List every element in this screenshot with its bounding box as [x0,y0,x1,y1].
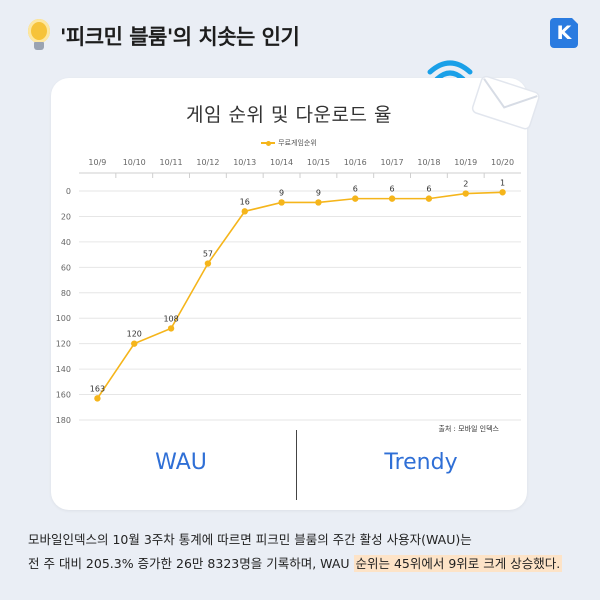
description-text: 전 주 대비 205.3% 증가한 26만 8323명을 기록하며, WAU [28,556,354,571]
data-label: 2 [463,180,468,189]
y-tick-label: 40 [61,238,71,247]
data-point [241,208,248,215]
data-label: 57 [203,250,213,259]
description-line-2: 전 주 대비 205.3% 증가한 26만 8323명을 기록하며, WAU 순… [28,552,588,576]
data-label: 6 [426,185,431,194]
x-tick-label: 10/12 [196,158,219,167]
y-tick-label: 160 [56,391,71,400]
divider [296,430,297,500]
data-label: 120 [127,330,142,339]
chart-card: 게임 순위 및 다운로드 율 무료게임순위 0 20 40 60 80 100 120 140… [51,78,527,510]
lightbulb-icon [28,19,50,53]
chart-title: 게임 순위 및 다운로드 율 [186,104,392,126]
line-chart: 0 20 40 60 80 100 120 140 160 180 10/9 10/10 10/11 10… [56,158,521,425]
x-tick-label: 10/15 [307,158,330,167]
data-point [462,190,469,197]
x-tick-label: 10/20 [491,158,514,167]
data-label: 163 [90,384,105,393]
wau-button[interactable]: WAU [155,450,207,475]
data-point [278,199,285,206]
page-title: '피크민 블룸'의 치솟는 인기 [60,25,300,49]
x-tick-label: 10/10 [123,158,146,167]
data-point [315,199,322,206]
y-tick-label: 60 [61,263,71,272]
data-label: 9 [279,188,284,197]
logo-icon: K [550,17,579,48]
x-tick-label: 10/18 [417,158,440,167]
y-tick-label: 100 [56,314,71,323]
data-label: 6 [390,185,395,194]
legend-marker [261,139,276,147]
data-label: 16 [240,197,250,206]
chart-legend: 무료게임순위 [51,138,527,148]
x-tick-label: 10/16 [344,158,367,167]
data-point [352,195,359,202]
x-tick-label: 10/11 [160,158,183,167]
y-tick-label: 120 [56,340,71,349]
source-note: 출처 : 모바일 인덱스 [438,425,499,433]
y-tick-label: 180 [56,416,71,425]
data-point [425,195,433,202]
data-point [388,195,396,202]
data-label: 9 [316,188,321,197]
x-tick-label: 10/14 [270,158,293,167]
x-tick-label: 10/13 [233,158,256,167]
description: 모바일인덱스의 10월 3주차 통계에 따르면 피크민 블룸의 주간 활성 사용… [28,528,588,576]
data-label: 6 [353,185,358,194]
trendy-button[interactable]: Trendy [384,450,458,475]
header: '피크민 블룸'의 치솟는 인기 [28,14,300,58]
description-line-1: 모바일인덱스의 10월 3주차 통계에 따르면 피크민 블룸의 주간 활성 사용… [28,532,472,547]
envelope-icon [471,75,540,130]
data-point [167,325,175,332]
y-tick-label: 80 [61,289,71,298]
data-point [131,340,138,347]
series-line [96,191,503,399]
x-tick-label: 10/17 [381,158,404,167]
data-point [94,395,101,402]
data-label: 1 [500,178,505,187]
data-point [499,189,506,196]
y-tick-label: 140 [56,365,71,374]
legend-label: 무료게임순위 [278,139,317,147]
data-label: 108 [163,314,178,323]
data-point [204,260,212,267]
y-tick-label: 0 [66,187,71,196]
description-highlight: 순위는 45위에서 9위로 크게 상승했다. [353,555,563,572]
x-tick-label: 10/19 [454,158,477,167]
y-tick-label: 20 [61,212,71,221]
x-tick-label: 10/9 [88,158,106,167]
